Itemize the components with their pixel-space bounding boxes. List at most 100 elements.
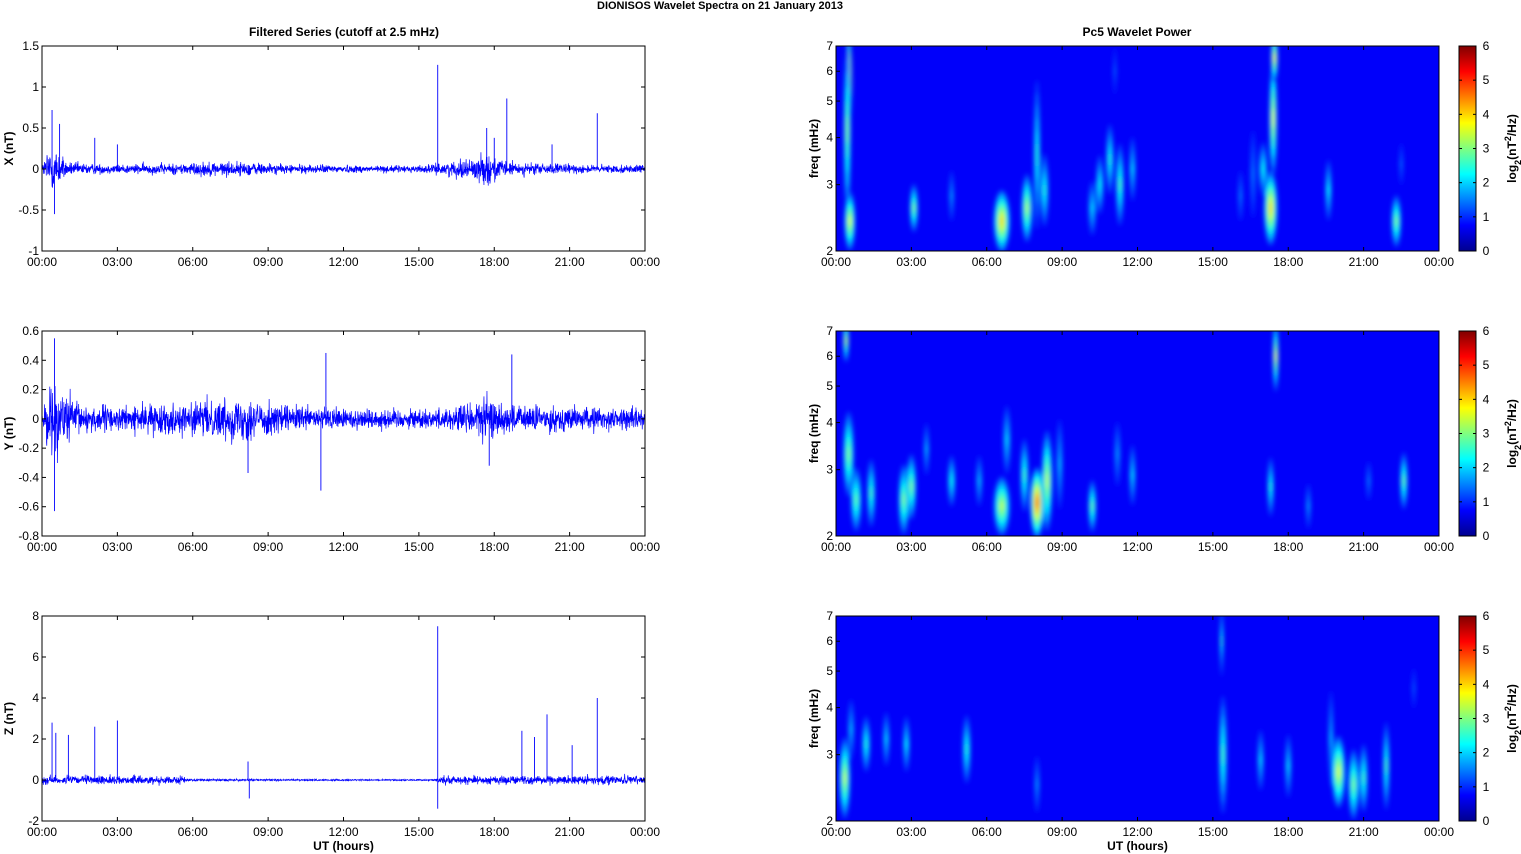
y-axis-label: freq (mHz) <box>807 689 821 748</box>
x-tick-label: 00:00 <box>630 540 660 554</box>
wavelet-power-blob <box>1402 476 1406 486</box>
wavelet-power-blob <box>1220 635 1223 648</box>
y-tick-label: -0.4 <box>18 470 39 484</box>
x-tick-label: 00:00 <box>630 255 660 269</box>
wavelet-power-blob <box>1045 472 1049 490</box>
x-tick-label: 00:00 <box>27 825 57 839</box>
y-axis-label: X (nT) <box>2 132 16 166</box>
wavelet-power-blob <box>1337 765 1340 778</box>
x-tick-label: 15:00 <box>1198 825 1228 839</box>
x-tick-label: 12:00 <box>1122 540 1152 554</box>
x-tick-label: 09:00 <box>253 540 283 554</box>
colorbar-label: log2(nT2/Hz) <box>1503 114 1521 183</box>
signal-line <box>42 773 645 786</box>
wavelet-power-blob <box>1329 731 1333 748</box>
y-axis-label: freq (mHz) <box>807 119 821 178</box>
wavelet-power-blob <box>1098 179 1102 190</box>
y-tick-label: 4 <box>32 691 39 705</box>
colorbar-tick-label: 3 <box>1483 712 1490 726</box>
x-tick-label: 00:00 <box>821 255 851 269</box>
wavelet-power-blob <box>912 204 916 213</box>
y-tick-label: 6 <box>826 634 833 648</box>
wavelet-power-blob <box>846 115 849 145</box>
x-tick-label: 09:00 <box>1047 255 1077 269</box>
wavelet-power-blob <box>1035 496 1039 509</box>
x-tick-label: 18:00 <box>1273 540 1303 554</box>
wavelet-power-blob <box>1043 184 1046 197</box>
y-tick-label: 6 <box>32 650 39 664</box>
heatmap-blobs <box>839 616 1417 820</box>
x-tick-label: 03:00 <box>102 825 132 839</box>
y-tick-label: 3 <box>826 463 833 477</box>
wavelet-power-blob <box>1287 760 1290 772</box>
y-tick-label: 4 <box>826 131 833 145</box>
x-tick-label: 03:00 <box>896 825 926 839</box>
wavelet-power-blob <box>1058 456 1061 472</box>
wavelet-power-blob <box>1307 502 1310 510</box>
y-tick-label: 2 <box>32 732 39 746</box>
wavelet-power-blob <box>1412 684 1416 692</box>
wavelet-power-blob <box>854 494 858 505</box>
x-tick-label: 09:00 <box>253 255 283 269</box>
x-tick-label: 15:00 <box>404 825 434 839</box>
colorbar: 0 1 2 3 4 5 6 log2(nT2/Hz) <box>1458 39 1521 258</box>
x-tick-label: 03:00 <box>102 255 132 269</box>
y-tick-label: -0.6 <box>18 500 39 514</box>
x-tick-label: 00:00 <box>1424 825 1454 839</box>
colorbar-tick-label: 4 <box>1483 677 1490 691</box>
wavelet-power-blob <box>1091 203 1094 213</box>
signal-line <box>42 386 645 463</box>
x-tick-label: 12:00 <box>1122 825 1152 839</box>
y-tick-label: 7 <box>826 39 833 53</box>
wavelet-power-blob <box>950 191 953 201</box>
colorbar-tick-label: 1 <box>1483 780 1490 794</box>
plot-background <box>42 46 645 251</box>
wavelet-power-blob <box>864 739 868 749</box>
wavelet-power-blob <box>849 724 853 735</box>
signal-line <box>42 152 645 188</box>
x-tick-label: 00:00 <box>27 540 57 554</box>
wavelet-power-blob <box>1091 501 1094 511</box>
wavelet-power-blob <box>1274 350 1277 363</box>
colorbar-tick-label: 3 <box>1483 427 1490 441</box>
wavelet-power-blob <box>1362 772 1365 784</box>
x-tick-label: 21:00 <box>1349 255 1379 269</box>
y-tick-label: -0.8 <box>18 529 39 543</box>
plot-background <box>42 616 645 821</box>
x-tick-label: 06:00 <box>972 825 1002 839</box>
y-tick-label: 2 <box>826 814 833 828</box>
wavelet-power-blob <box>1035 142 1039 168</box>
x-tick-label: 06:00 <box>972 255 1002 269</box>
x-tick-label: 18:00 <box>479 825 509 839</box>
wavelet-power-blob <box>869 487 873 499</box>
wavelet-power-blob <box>885 734 888 744</box>
x-tick-label: 09:00 <box>253 825 283 839</box>
colorbar-label: log2(nT2/Hz) <box>1503 684 1521 753</box>
y-tick-label: 4 <box>826 701 833 715</box>
wavelet-power-blob <box>1131 163 1134 175</box>
wavelet-power-blob <box>847 446 850 462</box>
x-tick-label: 12:00 <box>1122 255 1152 269</box>
x-tick-label: 06:00 <box>178 825 208 839</box>
colorbar: 0 1 2 3 4 5 6 log2(nT2/Hz) <box>1458 324 1521 543</box>
heatmap-background <box>836 331 1439 536</box>
colorbar-tick-label: 2 <box>1483 461 1490 475</box>
x-tick-label: 09:00 <box>1047 540 1077 554</box>
plot-background <box>42 331 645 536</box>
x-tick-label: 15:00 <box>1198 255 1228 269</box>
left-column-title: Filtered Series (cutoff at 2.5 mHz) <box>249 25 439 39</box>
wavelet-power-blob <box>1269 201 1272 215</box>
colorbar-tick-label: 0 <box>1483 529 1490 543</box>
wavelet-power-blob <box>848 216 852 227</box>
wavelet-power-blob <box>1005 434 1009 446</box>
wavelet-power-blob <box>1131 470 1134 481</box>
y-tick-label: 3 <box>826 748 833 762</box>
x-tick-label: 00:00 <box>821 825 851 839</box>
wavelet-power-blob <box>902 493 906 506</box>
colorbar-label: log2(nT2/Hz) <box>1503 399 1521 468</box>
x-tick-label: 06:00 <box>178 255 208 269</box>
y-tick-label: 0.4 <box>22 353 39 367</box>
y-tick-label: -1 <box>28 244 39 258</box>
y-tick-label: 3 <box>826 178 833 192</box>
colorbar-tick-label: 4 <box>1483 392 1490 406</box>
